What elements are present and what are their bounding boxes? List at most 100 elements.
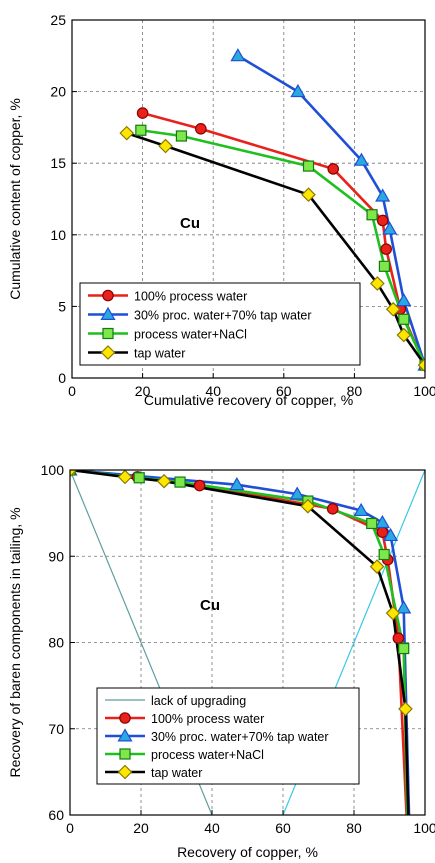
x-axis-title: Recovery of copper, % <box>177 844 318 860</box>
data-point-s4-p1 <box>133 472 145 484</box>
data-point-s5-p6 <box>398 701 413 717</box>
data-point-s4-p5 <box>378 548 390 561</box>
legend-label: 30% proc. water+70% tap water <box>151 730 329 744</box>
data-point-s2-p5 <box>398 313 410 325</box>
data-point-s0-p4 <box>380 243 392 255</box>
x-tick-label: 100 <box>413 383 435 399</box>
data-point-s3-p3 <box>369 276 385 291</box>
chart-1: 0 20 40 60 80 100 0 5 10 15 20 25 Cumulative recover… <box>7 12 435 408</box>
data-point-s5-p5 <box>385 605 401 621</box>
ticks: 0 20 40 60 80 100 60 70 80 90 100 <box>41 462 435 836</box>
x-tick-label: 40 <box>205 383 221 399</box>
data-point-s1-p0 <box>230 48 246 62</box>
data-point-s3-p2 <box>301 187 316 203</box>
data-point-s2-p2 <box>302 160 315 172</box>
data-point-s1-p1 <box>290 83 306 98</box>
x-tick-label: 80 <box>346 820 362 836</box>
x-tick-label: 60 <box>276 383 292 399</box>
legend: 100% process water 30% proc. water+70% ta… <box>79 282 361 366</box>
data-point-s5-p2 <box>156 473 172 489</box>
data-point-s3-p3 <box>353 502 369 517</box>
y-tick-label: 60 <box>48 807 64 823</box>
legend-label: 30% proc. water+70% tap water <box>134 309 312 323</box>
y-tick-label: 80 <box>48 635 64 651</box>
y-tick-label: 10 <box>50 227 66 243</box>
legend-swatch-marker <box>117 764 133 780</box>
y-tick-label: 100 <box>41 462 65 478</box>
data-point-s3-p1 <box>158 138 173 154</box>
y-axis-title: Cumulative content of copper, % <box>7 98 23 300</box>
data-point-s0-p0 <box>136 107 149 119</box>
series-markers <box>119 48 425 373</box>
data-point-s5-p1 <box>117 470 133 485</box>
x-tick-label: 60 <box>275 820 291 836</box>
y-tick-label: 20 <box>50 84 66 100</box>
data-point-s2-p1 <box>175 130 188 142</box>
data-point-s2-p3 <box>366 209 378 221</box>
data-point-s0-p1 <box>195 123 207 135</box>
legend-swatch-marker <box>100 345 116 360</box>
legend-label: tap water <box>134 347 185 361</box>
x-tick-label: 0 <box>68 383 76 399</box>
x-tick-label: 80 <box>347 383 363 399</box>
annotation-cu: Cu <box>180 215 200 232</box>
data-point-s1-p2 <box>353 152 369 166</box>
x-tick-label: 20 <box>135 383 151 399</box>
y-tick-label: 5 <box>58 298 66 314</box>
data-point-s4-p6 <box>398 642 410 655</box>
data-point-s3-p4 <box>374 514 390 529</box>
data-point-s1-p4 <box>382 221 398 235</box>
data-point-s1-p5 <box>396 292 412 307</box>
data-point-s3-p4 <box>385 301 401 317</box>
y-axis-title: Recovery of baren components in tailing,… <box>7 507 23 777</box>
y-tick-label: 15 <box>50 155 66 171</box>
data-point-s5-p0 <box>70 470 78 478</box>
data-point-s2-p2 <box>193 479 206 492</box>
data-point-s4-p4 <box>366 517 378 530</box>
y-tick-label: 70 <box>48 721 64 737</box>
data-point-s2-p0 <box>135 124 147 136</box>
legend-swatch-marker <box>119 712 131 724</box>
data-point-s3-p2 <box>289 486 305 500</box>
legend-swatch-marker <box>100 306 116 320</box>
legend-label: process water+NaCl <box>151 748 264 762</box>
legend-swatch-marker <box>102 289 114 302</box>
x-tick-label: 0 <box>66 820 74 836</box>
y-tick-label: 25 <box>50 12 66 28</box>
ticks: 0 20 40 60 80 100 0 5 10 15 20 25 <box>50 12 435 399</box>
legend-label: tap water <box>151 766 202 780</box>
legend: lack of upgrading 100% process water 30% p… <box>96 687 360 785</box>
legend-swatch-marker <box>102 327 114 340</box>
legend-label: process water+NaCl <box>134 328 247 342</box>
data-point-s2-p3 <box>326 503 339 515</box>
legend-label: 100% process water <box>134 290 247 304</box>
chart-2: 0 20 40 60 80 100 60 70 80 90 100 Recovery of coppe… <box>7 462 435 860</box>
data-point-s3-p0 <box>119 125 135 141</box>
data-point-s4-p2 <box>174 476 186 488</box>
legend-swatch-marker <box>119 748 131 760</box>
data-point-s3-p5 <box>396 327 412 343</box>
x-tick-label: 100 <box>413 820 435 836</box>
legend-swatch-marker <box>117 728 133 742</box>
data-point-s5-p3 <box>300 498 316 514</box>
data-point-s2-p6 <box>392 632 405 644</box>
data-point-s0-p3 <box>376 214 389 227</box>
y-tick-label: 90 <box>48 548 64 564</box>
annotation-cu: Cu <box>200 597 220 614</box>
data-point-s3-p5 <box>383 527 399 542</box>
x-axis-title: Cumulative recovery of copper, % <box>144 392 353 408</box>
data-point-s2-p4 <box>376 526 389 538</box>
data-point-s3-p1 <box>229 476 245 491</box>
data-point-s1-p3 <box>375 188 391 202</box>
data-point-s5-p4 <box>369 559 385 574</box>
data-point-s3-p6 <box>417 357 425 373</box>
data-point-s0-p2 <box>327 163 340 175</box>
legend-label: 100% process water <box>151 712 264 726</box>
x-tick-label: 40 <box>204 820 220 836</box>
x-tick-label: 20 <box>133 820 149 836</box>
series-markers <box>70 470 413 717</box>
legend-label: lack of upgrading <box>151 694 246 708</box>
data-point-s3-p6 <box>396 600 412 614</box>
series-line-3 <box>70 470 411 815</box>
